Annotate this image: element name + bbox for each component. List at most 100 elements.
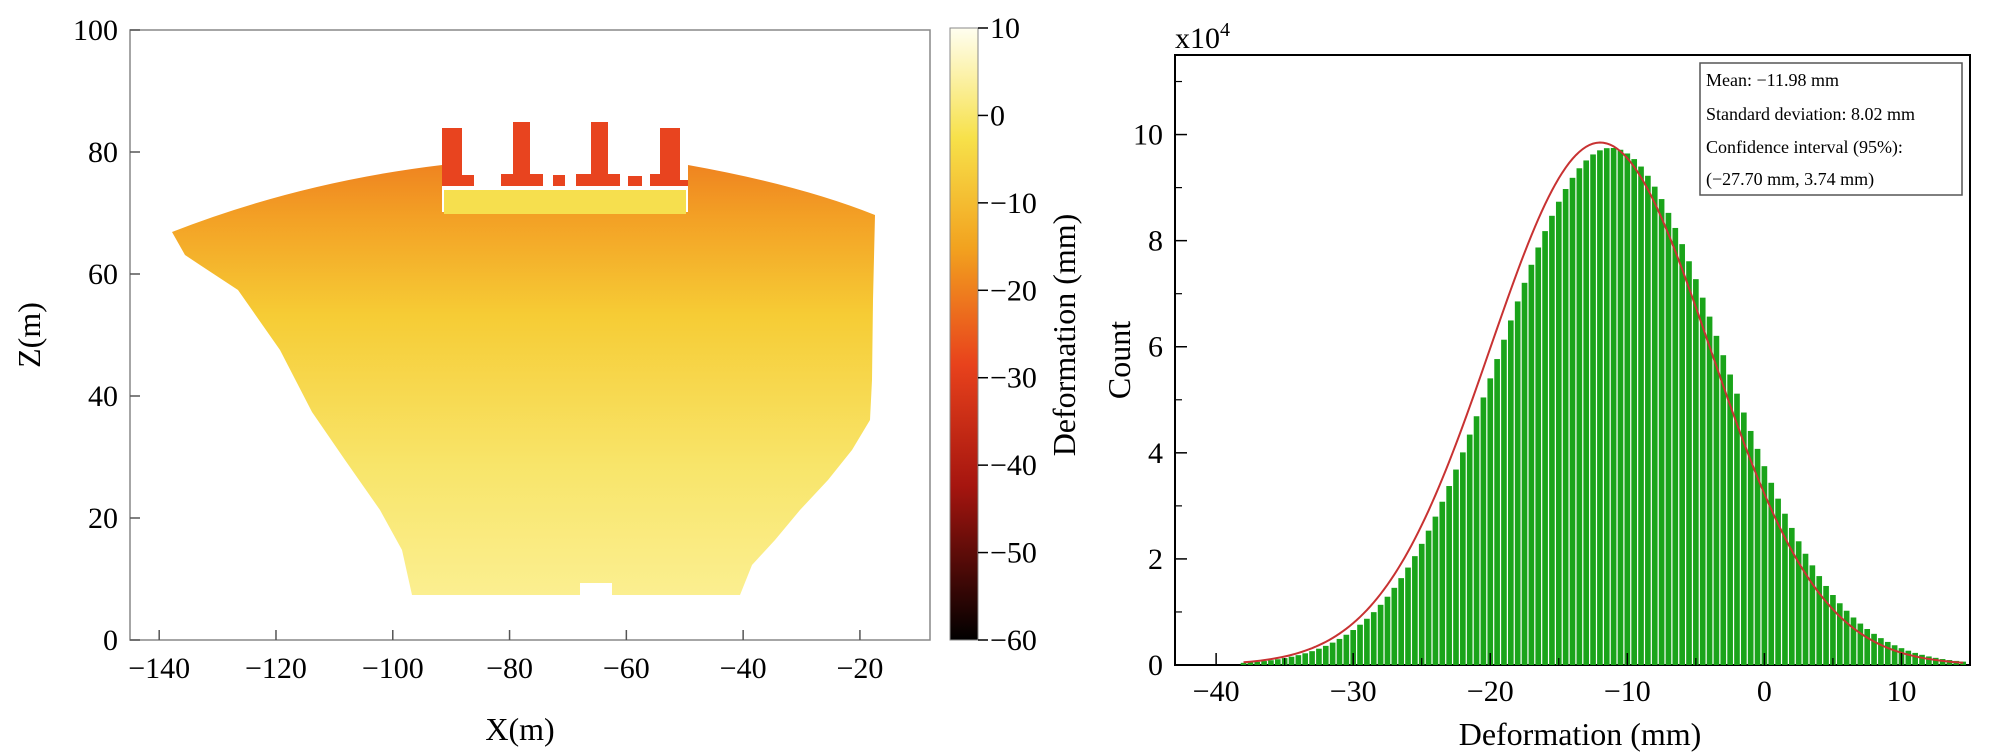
histogram-bar <box>1377 604 1384 665</box>
hist-y-tick-label: 10 <box>1133 119 1163 152</box>
histogram-bar <box>1329 642 1336 665</box>
histogram-bar <box>1665 212 1672 665</box>
histogram-bar <box>1405 567 1411 665</box>
histogram-bar <box>1261 661 1267 665</box>
hist-y-tick-label: 8 <box>1148 225 1163 258</box>
histogram-bar <box>1631 159 1638 665</box>
colorbar <box>949 27 979 641</box>
histogram-bar <box>1727 374 1733 665</box>
histogram-bar <box>1254 661 1261 665</box>
histogram-bar <box>1713 335 1720 665</box>
histogram-bar <box>1891 645 1898 665</box>
map-y-tick-label: 60 <box>88 258 118 291</box>
histogram-bar <box>1884 641 1891 665</box>
histogram-bar <box>1501 339 1507 665</box>
hist-x-axis: −40 −30 −20 −10 0 10 <box>1193 653 1971 708</box>
histogram-bar <box>1699 297 1706 665</box>
map-y-axis-label: Z(m) <box>11 302 47 368</box>
map-x-tick-label: −120 <box>245 652 307 685</box>
histogram-bar <box>1466 434 1473 665</box>
crest-base <box>444 190 686 214</box>
histogram-bar <box>1864 629 1871 665</box>
histogram-bar <box>1569 177 1576 665</box>
hist-x-tick-label: −30 <box>1330 675 1377 708</box>
map-x-tick-label: −80 <box>486 652 533 685</box>
histogram-bar <box>1747 430 1754 665</box>
hist-x-tick-label: 0 <box>1757 675 1772 708</box>
histogram-bar <box>1576 168 1583 666</box>
map-x-axis: −140 −120 −100 −80 −60 −40 −20 <box>128 630 883 685</box>
histogram-bar <box>1487 378 1494 665</box>
map-x-tick-label: −140 <box>128 652 190 685</box>
colorbar-ticks: 10 0 −10 −20 −30 −40 −50 −60 <box>978 12 1037 657</box>
map-y-axis: 0 20 40 60 80 100 <box>73 14 140 657</box>
histogram-bar <box>1645 175 1651 665</box>
histogram-bar <box>1624 153 1631 665</box>
histogram-bar <box>1418 543 1425 665</box>
hist-y-tick-label: 0 <box>1148 649 1163 682</box>
normal-fit-curve <box>1243 141 1964 664</box>
map-x-tick-label: −60 <box>603 652 650 685</box>
histogram-bar <box>1398 578 1404 665</box>
histogram-bar <box>1247 662 1254 665</box>
histogram-bar <box>1857 623 1864 665</box>
histogram-bar <box>1590 154 1596 665</box>
map-y-tick-label: 20 <box>88 502 118 535</box>
histogram-bar <box>1603 148 1610 666</box>
ci-label-text: Confidence interval (95%): <box>1706 137 1903 158</box>
histogram-bar <box>1741 412 1747 665</box>
hist-y-axis: 0 2 4 6 8 10 <box>1133 80 1187 682</box>
histogram-bar <box>1412 556 1418 665</box>
histogram-bar <box>1686 261 1692 665</box>
histogram-bar <box>1350 630 1357 665</box>
dam-body <box>172 165 875 595</box>
histogram-bar <box>1919 654 1925 665</box>
histogram-bar <box>1535 247 1542 665</box>
histogram-bar <box>1850 617 1857 665</box>
histogram-bar <box>1391 587 1398 665</box>
histogram-bar <box>1432 516 1439 665</box>
map-x-tick-label: −20 <box>836 652 883 685</box>
histogram-bar <box>1507 320 1514 665</box>
hist-x-tick-label: −10 <box>1604 675 1651 708</box>
hist-y-tick-label: 4 <box>1148 437 1163 470</box>
map-y-tick-label: 0 <box>103 624 118 657</box>
crest-structure <box>442 122 688 186</box>
histogram-bar <box>1521 282 1528 665</box>
histogram-bar <box>1932 657 1939 665</box>
hist-y-axis-label: Count <box>1101 321 1137 399</box>
mean-text: Mean: −11.98 mm <box>1706 70 1839 90</box>
map-x-tick-label: −100 <box>362 652 424 685</box>
hist-y-tick-label: 6 <box>1148 331 1163 364</box>
histogram-bar <box>1288 656 1295 665</box>
histogram-bar <box>1370 612 1377 665</box>
histogram-bar <box>1597 150 1603 666</box>
histogram-bar <box>1549 215 1555 666</box>
histogram-bar <box>1960 661 1966 665</box>
histogram-bar <box>1782 513 1788 665</box>
histogram-bar <box>1336 638 1343 665</box>
histogram-bar <box>1364 618 1370 665</box>
histogram-bar <box>1693 279 1699 665</box>
histogram-bar <box>1316 648 1322 665</box>
histogram-bar <box>1809 565 1816 665</box>
histogram-bar <box>1816 576 1823 665</box>
colorbar-tick-label: −50 <box>990 537 1037 570</box>
colorbar-tick-label: −30 <box>990 362 1037 395</box>
hist-x-tick-label: −20 <box>1467 675 1514 708</box>
histogram-bar <box>1679 244 1685 666</box>
hist-y-tick-label: 2 <box>1148 543 1163 576</box>
map-y-tick-label: 100 <box>73 14 118 47</box>
histogram-bar <box>1446 486 1452 665</box>
histogram-bar <box>1384 596 1391 665</box>
colorbar-tick-label: 10 <box>990 12 1020 45</box>
histogram-bar <box>1720 355 1727 665</box>
histogram-bar <box>1274 659 1281 665</box>
histogram-bar <box>1754 448 1761 665</box>
colorbar-tick-label: −20 <box>990 274 1037 307</box>
map-x-tick-label: −40 <box>720 652 767 685</box>
histogram-bar <box>1802 553 1809 665</box>
histogram-bar <box>1830 595 1836 665</box>
histogram-bar <box>1453 469 1459 665</box>
